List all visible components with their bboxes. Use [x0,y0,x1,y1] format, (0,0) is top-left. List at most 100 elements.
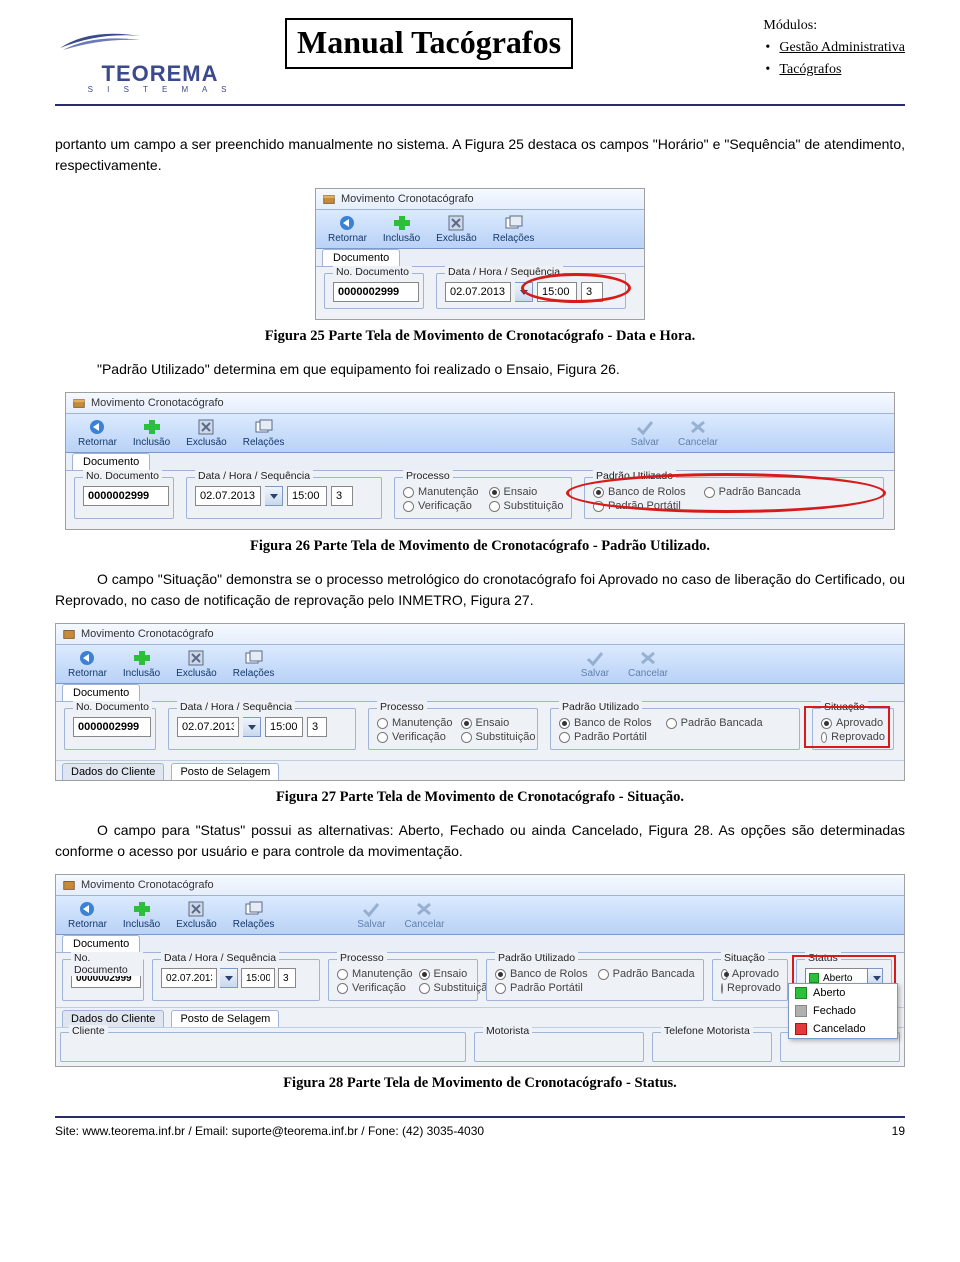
window-icon [322,192,336,206]
date-dropdown-icon[interactable] [515,282,533,302]
exclusao-button[interactable]: Exclusão [170,647,223,681]
exclusao-button[interactable]: Exclusão [170,898,223,932]
retornar-button[interactable]: Retornar [62,898,113,932]
label-padrao: Padrão Utilizado [495,952,578,964]
radio-aprovado[interactable]: Aprovado [721,968,779,980]
nodoc-input[interactable] [83,486,169,506]
inclusao-button[interactable]: Inclusão [127,416,176,450]
screenshot-fig25: Movimento Cronotacógrafo Retornar Inclus… [315,188,645,320]
paragraph: O campo para "Status" possui as alternat… [55,820,905,862]
date-input[interactable] [445,282,511,302]
radio-banco[interactable]: Banco de Rolos [495,968,588,980]
label-motorista: Motorista [483,1025,532,1037]
window-title: Movimento Cronotacógrafo [81,628,214,640]
radio-reprovado[interactable]: Reprovado [721,982,779,994]
inclusao-button[interactable]: Inclusão [117,898,166,932]
retornar-button[interactable]: Retornar [62,647,113,681]
radio-portatil[interactable]: Padrão Portátil [495,982,588,994]
module-item: Gestão Administrativa [779,40,905,56]
time-input[interactable] [265,717,303,737]
inclusao-button[interactable]: Inclusão [117,647,166,681]
nodoc-input[interactable] [73,717,151,737]
subtab-posto[interactable]: Posto de Selagem [171,1010,279,1027]
tab-documento[interactable]: Documento [62,684,140,701]
logo-name: TEOREMA [55,61,265,87]
radio-banco[interactable]: Banco de Rolos [593,486,686,498]
radio-manutencao: Manutenção [403,486,479,498]
label-datahora: Data / Hora / Sequência [177,701,295,713]
modules-list: Módulos: Gestão Administrativa Tacógrafo… [763,18,905,84]
radio-ensaio: Ensaio [489,486,564,498]
label-processo: Processo [337,952,387,964]
page-number: 19 [892,1124,905,1138]
subtab-dados[interactable]: Dados do Cliente [62,763,164,780]
relacoes-button[interactable]: Relações [237,416,291,450]
cancelar-button[interactable]: Cancelar [398,898,450,932]
logo-sub: S I S T E M A S [55,85,265,94]
cancelar-button[interactable]: Cancelar [672,416,724,450]
time-input[interactable] [241,968,275,988]
radio-verificacao: Verificação [403,500,479,512]
radio-bancada[interactable]: Padrão Bancada [704,486,801,498]
screenshot-fig27: Movimento Cronotacógrafo Retornar Inclus… [55,623,905,781]
radio-portatil[interactable]: Padrão Portátil [559,731,652,743]
date-dropdown-icon[interactable] [243,717,261,737]
seq-input[interactable] [331,486,353,506]
label-nodoc: No. Documento [71,952,143,976]
radio-substituicao: Substituição [489,500,564,512]
tab-documento[interactable]: Documento [72,453,150,470]
logo: TEOREMA S I S T E M A S [55,18,265,94]
radio-banco[interactable]: Banco de Rolos [559,717,652,729]
date-dropdown-icon[interactable] [220,968,238,988]
relacoes-button[interactable]: Relações [227,647,281,681]
module-item: Tacógrafos [779,62,905,78]
label-padrao: Padrão Utilizado [593,470,676,482]
status-option-aberto[interactable]: Aberto [789,984,897,1002]
tab-documento[interactable]: Documento [62,935,140,952]
status-option-fechado[interactable]: Fechado [789,1002,897,1020]
divider [55,104,905,106]
salvar-button[interactable]: Salvar [348,898,394,932]
date-input[interactable] [161,968,217,988]
inclusao-button[interactable]: Inclusão [377,212,426,246]
caption-fig28: Figura 28 Parte Tela de Movimento de Cro… [55,1075,905,1092]
radio-portatil[interactable]: Padrão Portátil [593,500,686,512]
exclusao-button[interactable]: Exclusão [180,416,233,450]
status-dropdown-menu: Aberto Fechado Cancelado [788,983,898,1039]
seq-input[interactable] [307,717,327,737]
seq-input[interactable] [278,968,296,988]
screenshot-fig26: Movimento Cronotacógrafo Retornar Inclus… [65,392,895,530]
tab-documento[interactable]: Documento [322,249,400,266]
status-option-cancelado[interactable]: Cancelado [789,1020,897,1038]
date-dropdown-icon[interactable] [265,486,283,506]
time-input[interactable] [537,282,577,302]
nodoc-input[interactable] [333,282,419,302]
paragraph: O campo "Situação" demonstra se o proces… [55,569,905,611]
radio-reprovado[interactable]: Reprovado [821,731,885,743]
subtab-posto[interactable]: Posto de Selagem [171,763,279,780]
salvar-button[interactable]: Salvar [622,416,668,450]
window-title: Movimento Cronotacógrafo [91,397,224,409]
date-input[interactable] [177,717,239,737]
time-input[interactable] [287,486,327,506]
radio-aprovado[interactable]: Aprovado [821,717,885,729]
paragraph: portanto um campo a ser preenchido manua… [55,134,905,176]
cancelar-button[interactable]: Cancelar [622,647,674,681]
label-situacao: Situação [821,701,868,713]
date-input[interactable] [195,486,261,506]
radio-bancada[interactable]: Padrão Bancada [598,968,695,980]
label-cliente: Cliente [69,1025,108,1037]
logo-swoosh-icon [55,26,145,54]
retornar-button[interactable]: Retornar [322,212,373,246]
radio-bancada[interactable]: Padrão Bancada [666,717,763,729]
caption-fig26: Figura 26 Parte Tela de Movimento de Cro… [55,538,905,555]
salvar-button[interactable]: Salvar [572,647,618,681]
relacoes-button[interactable]: Relações [227,898,281,932]
relacoes-button[interactable]: Relações [487,212,541,246]
exclusao-button[interactable]: Exclusão [430,212,483,246]
label-tel: Telefone Motorista [661,1025,753,1037]
seq-input[interactable] [581,282,603,302]
retornar-button[interactable]: Retornar [72,416,123,450]
label-padrao: Padrão Utilizado [559,701,642,713]
caption-fig25: Figura 25 Parte Tela de Movimento de Cro… [55,328,905,345]
